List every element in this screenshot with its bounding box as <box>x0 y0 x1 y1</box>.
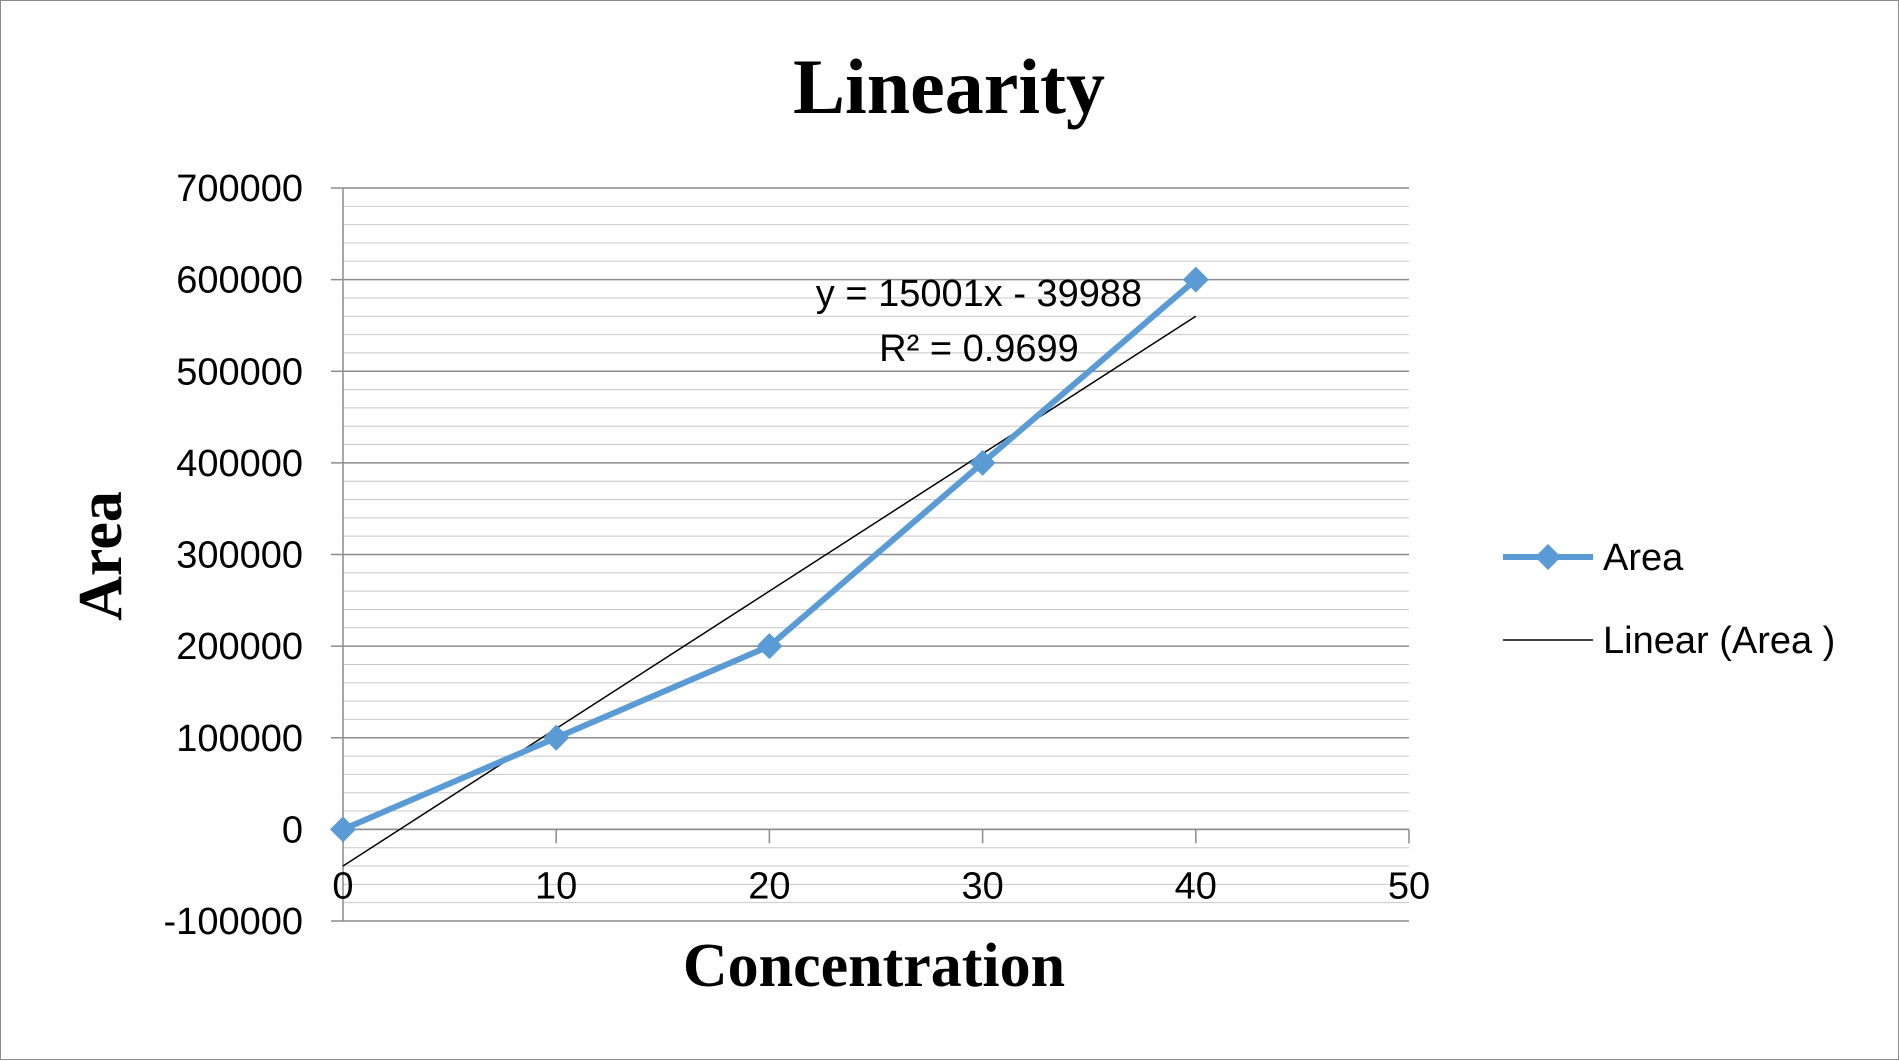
data-point-marker <box>543 724 570 751</box>
tick-label-layer: -100000 0 100000 200000 300000 400000 500000 60… <box>164 168 1431 943</box>
series-layer <box>330 266 1209 843</box>
data-point-marker <box>330 816 356 843</box>
axis-layer <box>342 188 1410 921</box>
trendline-layer <box>342 315 1197 867</box>
x-tick-label: 20 <box>748 865 790 907</box>
legend: Area Linear (Area ) <box>1503 537 1835 662</box>
legend-area-marker <box>1535 544 1561 570</box>
y-tick-label: 300000 <box>176 535 303 577</box>
data-point-marker <box>756 633 783 660</box>
x-axis-title: Concentration <box>683 932 1065 1000</box>
legend-area-label: Area <box>1603 537 1684 579</box>
x-tick-label: 10 <box>535 865 577 907</box>
data-point-marker <box>969 449 996 476</box>
y-tick-label: 700000 <box>176 168 303 210</box>
grid-layer <box>331 187 1409 922</box>
chart-title: Linearity <box>793 43 1105 130</box>
trendline-equation: y = 15001x - 39988 <box>816 273 1142 315</box>
y-tick-label: 600000 <box>176 260 303 302</box>
trendline-r-squared: R² = 0.9699 <box>879 328 1079 370</box>
x-tick-label: 0 <box>332 865 353 907</box>
trendline <box>342 315 1197 867</box>
y-tick-label: -100000 <box>164 901 303 943</box>
y-tick-label: 0 <box>282 809 303 851</box>
x-tick-label: 50 <box>1388 865 1430 907</box>
x-tick-label: 40 <box>1175 865 1217 907</box>
y-tick-label: 200000 <box>176 626 303 668</box>
y-axis-title: Area <box>67 491 135 621</box>
data-point-marker <box>1182 266 1209 293</box>
y-tick-label: 100000 <box>176 718 303 760</box>
legend-linear-label: Linear (Area ) <box>1603 620 1835 662</box>
x-tick-label: 30 <box>961 865 1003 907</box>
y-tick-label: 400000 <box>176 443 303 485</box>
y-tick-label: 500000 <box>176 351 303 393</box>
